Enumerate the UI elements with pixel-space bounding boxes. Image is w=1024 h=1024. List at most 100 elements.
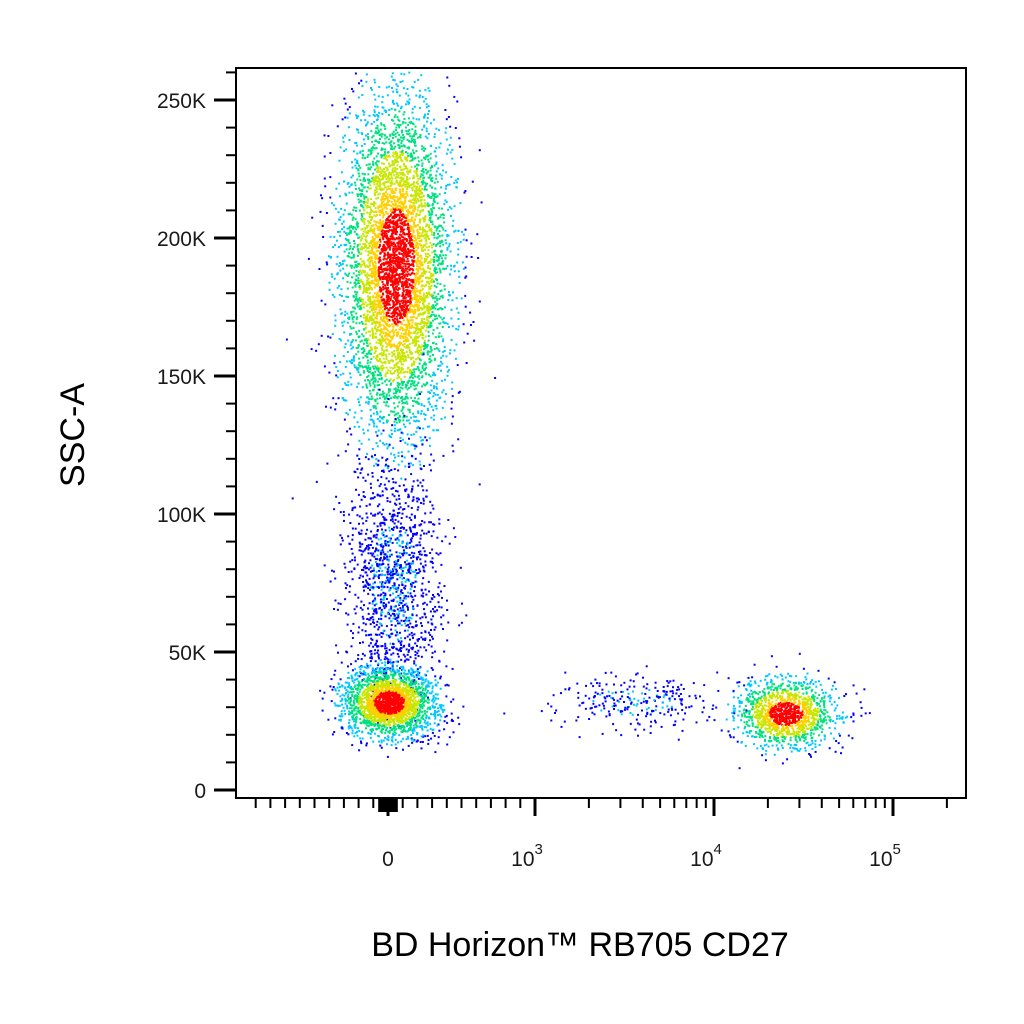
- event-dot: [381, 142, 384, 145]
- event-dot: [397, 345, 400, 348]
- event-dot: [392, 259, 395, 262]
- event-dot: [433, 225, 436, 228]
- event-dot: [435, 214, 438, 217]
- event-dot: [363, 143, 366, 145]
- event-dot: [431, 278, 434, 281]
- event-dot: [324, 303, 327, 306]
- event-dot: [421, 280, 424, 283]
- event-dot: [371, 257, 374, 260]
- event-dot: [366, 303, 369, 306]
- event-dot: [388, 297, 391, 300]
- event-dot: [397, 174, 400, 177]
- event-dot: [359, 297, 362, 300]
- event-dot: [377, 160, 380, 163]
- event-dot: [357, 277, 360, 280]
- event-dot: [398, 376, 400, 379]
- event-dot: [393, 366, 396, 369]
- event-dot: [388, 264, 391, 267]
- event-dot: [329, 336, 332, 339]
- event-dot: [414, 330, 417, 333]
- event-dot: [416, 300, 419, 303]
- event-dot: [407, 346, 410, 349]
- event-dot: [387, 185, 390, 188]
- event-dot: [379, 329, 382, 332]
- event-dot: [355, 332, 358, 335]
- event-dot: [393, 102, 395, 105]
- event-dot: [416, 290, 419, 293]
- event-dot: [372, 267, 375, 270]
- event-dot: [433, 150, 436, 153]
- event-dot: [415, 224, 418, 227]
- event-dot: [348, 225, 351, 228]
- event-dot: [410, 443, 413, 446]
- event-dot: [379, 175, 382, 178]
- event-dot: [442, 228, 445, 231]
- event-dot: [427, 105, 430, 108]
- event-dot: [370, 347, 373, 350]
- event-dot: [399, 260, 401, 263]
- event-dot: [462, 267, 465, 270]
- event-dot: [388, 296, 391, 299]
- event-dot: [432, 306, 435, 309]
- event-dot: [381, 338, 384, 341]
- event-dot: [400, 332, 403, 335]
- event-dot: [445, 171, 447, 174]
- event-dot: [393, 312, 396, 315]
- event-dot: [408, 210, 411, 213]
- event-dot: [413, 198, 416, 201]
- event-dot: [402, 423, 405, 426]
- event-dot: [396, 260, 399, 263]
- event-dot: [379, 344, 382, 347]
- event-dot: [369, 296, 372, 298]
- event-dot: [372, 318, 375, 321]
- event-dot: [372, 272, 375, 275]
- event-dot: [366, 313, 369, 316]
- event-dot: [418, 89, 421, 92]
- event-dot: [471, 180, 474, 183]
- event-dot: [405, 219, 408, 222]
- event-dot: [411, 139, 414, 142]
- event-dot: [396, 156, 399, 159]
- event-dot: [368, 310, 371, 313]
- event-dot: [420, 410, 423, 413]
- event-dot: [402, 113, 405, 116]
- event-dot: [470, 256, 473, 258]
- event-dot: [338, 195, 341, 198]
- event-dot: [384, 227, 387, 229]
- event-dot: [394, 392, 397, 395]
- event-dot: [388, 260, 390, 263]
- event-dot: [403, 355, 406, 357]
- event-dot: [429, 213, 432, 216]
- event-dot: [421, 312, 424, 315]
- event-dot: [391, 188, 394, 191]
- event-dot: [380, 329, 383, 332]
- event-dot: [388, 240, 391, 243]
- event-dot: [339, 308, 342, 311]
- event-dot: [405, 281, 408, 284]
- event-dot: [375, 177, 378, 180]
- event-dot: [400, 201, 403, 204]
- event-dot: [375, 127, 378, 130]
- event-dot: [363, 339, 366, 342]
- event-dot: [383, 184, 386, 187]
- event-dot: [425, 270, 428, 273]
- event-dot: [397, 213, 400, 216]
- event-dot: [413, 332, 416, 335]
- event-dot: [361, 298, 364, 301]
- event-dot: [394, 243, 397, 246]
- event-dot: [385, 337, 388, 340]
- event-dot: [346, 182, 349, 185]
- event-dot: [400, 234, 403, 237]
- event-dot: [409, 194, 412, 197]
- event-dot: [353, 306, 356, 309]
- event-dot: [400, 142, 403, 145]
- event-dot: [369, 153, 372, 156]
- event-dot: [364, 365, 367, 368]
- event-dot: [373, 220, 376, 223]
- event-dot: [446, 183, 449, 186]
- event-dot: [402, 360, 405, 363]
- event-dot: [364, 179, 367, 182]
- event-dot: [469, 311, 472, 314]
- event-dot: [399, 280, 402, 283]
- event-dot: [382, 353, 385, 356]
